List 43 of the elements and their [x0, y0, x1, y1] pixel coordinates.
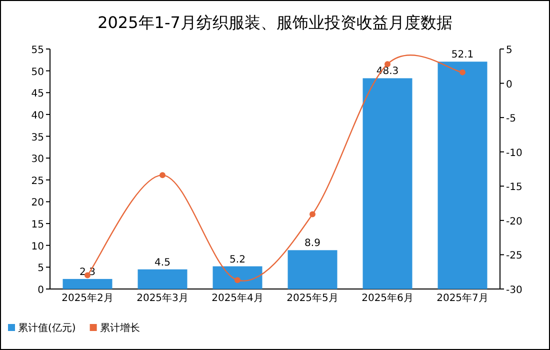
y-tick-label: 35: [31, 132, 44, 144]
y-tick-label: 30: [31, 154, 44, 166]
x-tick-label: 2025年7月: [436, 292, 488, 304]
y2-tick-label: 5: [506, 45, 512, 56]
bar: [62, 278, 112, 289]
point: [310, 211, 316, 218]
bar: [362, 78, 412, 289]
y-tick-label: 55: [31, 45, 44, 56]
y2-tick-label: -10: [506, 148, 522, 159]
data-label: 5.2: [230, 254, 246, 266]
bar: [438, 62, 488, 289]
x-tick-label: 2025年6月: [362, 292, 414, 304]
x-tick-label: 2025年3月: [136, 292, 188, 304]
legend-label: 累计增长: [100, 322, 140, 334]
point: [160, 172, 166, 178]
x-tick-label: 2025年4月: [212, 292, 264, 304]
x-tick-label: 2025年5月: [286, 292, 338, 304]
y-tick-label: 15: [31, 220, 44, 231]
data-label: 8.9: [304, 238, 320, 250]
bar: [288, 250, 338, 289]
point: [234, 277, 240, 284]
bar: [138, 269, 188, 289]
y2-tick-label: -5: [506, 114, 516, 125]
y2-tick-label: -15: [506, 182, 522, 194]
y-tick-label: 50: [31, 66, 44, 78]
y-tick-label: 5: [38, 263, 44, 274]
y-tick-label: 20: [31, 198, 44, 209]
y-tick-label: 25: [31, 176, 44, 187]
data-label: 4.5: [154, 257, 170, 268]
x-tick-label: 2025年2月: [62, 292, 114, 304]
chart-title: 2025年1-7月纺织服装、服饰业投资收益月度数据: [98, 13, 452, 32]
y2-tick-label: -30: [506, 285, 522, 296]
y-tick-label: 10: [31, 241, 44, 252]
y-tick-label: 40: [31, 110, 44, 122]
legend-label: 累计值(亿元): [18, 322, 76, 334]
bar: [212, 266, 262, 289]
y2-tick-label: -25: [506, 250, 522, 262]
y2-tick-label: -20: [506, 216, 522, 228]
point: [460, 69, 466, 76]
y-tick-label: 45: [31, 88, 44, 100]
y2-tick-label: 0: [506, 79, 512, 90]
data-label: 52.1: [451, 50, 474, 61]
y-tick-label: 0: [38, 285, 44, 296]
